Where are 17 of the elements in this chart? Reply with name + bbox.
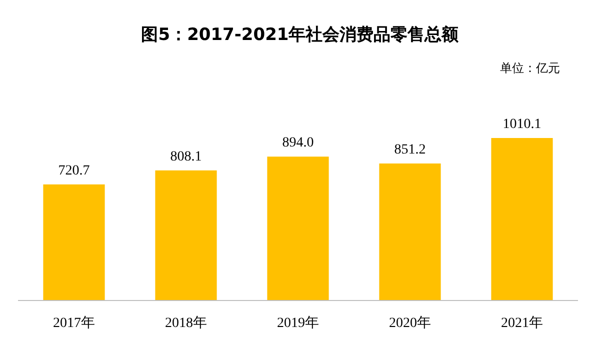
x-tick-label: 2017年: [53, 315, 95, 331]
data-label: 720.7: [58, 163, 90, 178]
data-label: 808.1: [170, 149, 202, 164]
bar: [267, 156, 329, 300]
x-tick-label: 2020年: [389, 315, 431, 331]
bar: [155, 170, 217, 300]
chart-title: 图5：2017-2021年社会消费品零售总额: [141, 25, 460, 45]
bar: [43, 184, 105, 300]
bar: [379, 163, 441, 300]
x-tick-label: 2019年: [277, 315, 319, 331]
bar: [491, 138, 553, 300]
data-label: 1010.1: [502, 117, 542, 132]
text: 单位：亿元: [500, 61, 560, 75]
data-label: 851.2: [394, 142, 426, 158]
x-tick-label: 2018年: [165, 315, 207, 331]
x-tick-label: 2021年: [501, 315, 543, 331]
data-label: 894.0: [282, 136, 314, 151]
